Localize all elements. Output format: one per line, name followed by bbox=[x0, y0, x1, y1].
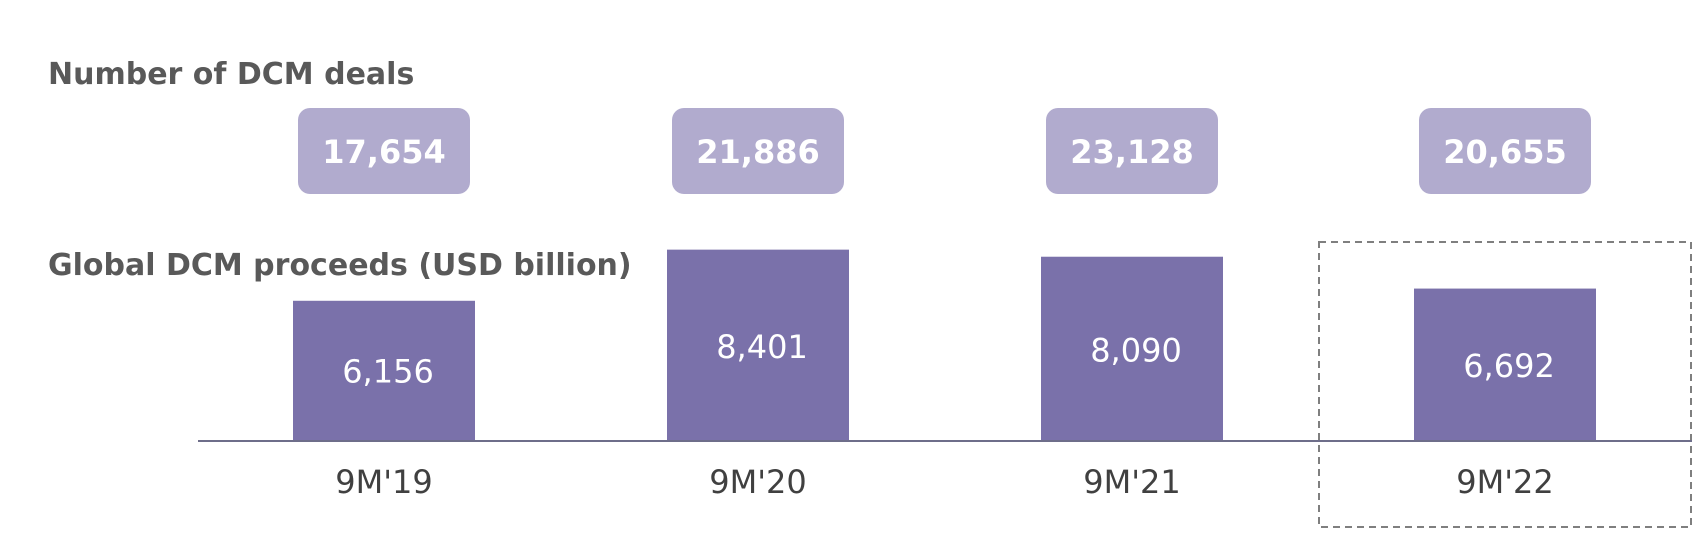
x-tick-label: 9M'20 bbox=[709, 463, 806, 501]
bar-value-label: 8,090 bbox=[1090, 332, 1182, 370]
chart-title: Global DCM proceeds (USD billion) bbox=[48, 248, 632, 283]
x-tick-label: 9M'21 bbox=[1083, 463, 1180, 501]
bar bbox=[1041, 256, 1223, 441]
bar-value-label: 6,692 bbox=[1463, 347, 1555, 385]
bar bbox=[1414, 288, 1596, 441]
deal-count-label: 21,886 bbox=[696, 133, 819, 171]
highlight-frame bbox=[1318, 241, 1692, 528]
deal-count-label: 23,128 bbox=[1070, 133, 1193, 171]
deal-count-label: 17,654 bbox=[322, 133, 445, 171]
deal-count-box bbox=[298, 108, 470, 194]
deal-count-box bbox=[672, 108, 844, 194]
deal-count-box bbox=[1046, 108, 1218, 194]
deal-count-label: 20,655 bbox=[1443, 133, 1566, 171]
deal-count-box bbox=[1419, 108, 1591, 194]
bar-value-label: 8,401 bbox=[716, 328, 808, 366]
x-tick-label: 9M'19 bbox=[335, 463, 432, 501]
bar-value-label: 6,156 bbox=[342, 353, 434, 391]
bar bbox=[293, 300, 475, 441]
x-tick-label: 9M'22 bbox=[1456, 463, 1553, 501]
deals-title: Number of DCM deals bbox=[48, 57, 414, 92]
bar bbox=[667, 249, 849, 441]
